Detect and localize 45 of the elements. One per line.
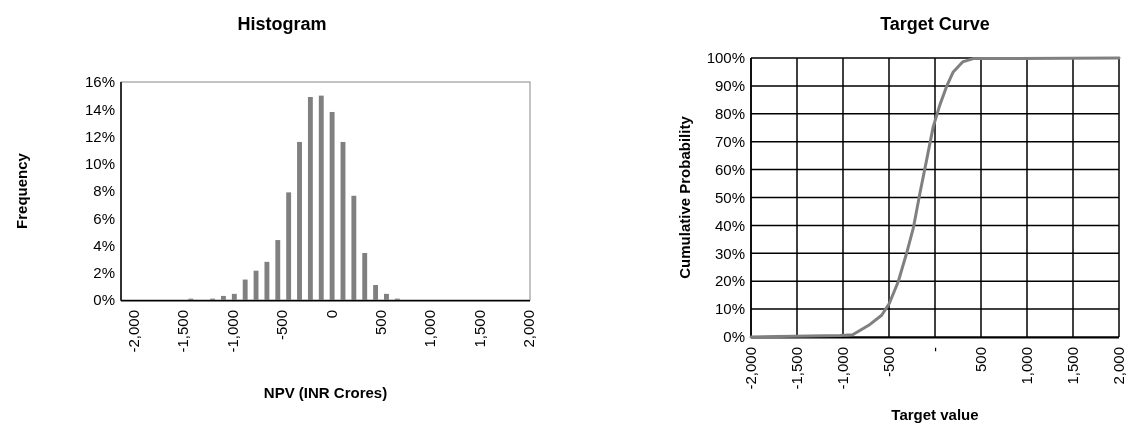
x-tick-label: -2,000 [742, 347, 760, 390]
x-axis-title: Target value [891, 406, 979, 423]
x-tick-label: 500 [972, 347, 990, 373]
x-tick-label: -500 [880, 347, 898, 378]
x-tick-label: -1,000 [223, 310, 241, 353]
y-tick-label: 4% [93, 236, 115, 254]
x-tick-label: 1,000 [421, 310, 439, 348]
y-tick-label: 40% [714, 216, 745, 234]
y-tick-label: 60% [714, 160, 745, 178]
line-series [749, 56, 1121, 339]
y-tick-label: 16% [84, 73, 115, 91]
y-tick-label: 0% [723, 328, 745, 346]
x-tick-label: -500 [273, 310, 291, 341]
y-tick-label: 80% [714, 105, 745, 123]
x-tick-label: 2,000 [520, 310, 538, 348]
x-tick-label: 500 [372, 310, 390, 336]
y-axis-title: Cumulative Probability [676, 115, 694, 279]
x-tick-label: -1,500 [788, 347, 806, 390]
y-tick-label: 2% [93, 264, 115, 281]
x-tick-label: -2,000 [125, 310, 143, 353]
y-tick-label: 8% [93, 182, 115, 200]
y-tick-label: 10% [84, 155, 115, 172]
x-tick-label: - [926, 347, 944, 352]
y-tick-label: 12% [84, 127, 115, 145]
x-tick-label: 1,000 [1018, 347, 1036, 385]
y-tick-label: 30% [714, 244, 745, 262]
x-axis-title: NPV (INR Crores) [263, 384, 388, 401]
y-axis-title: Frequency [13, 152, 31, 229]
y-tick-label: 100% [706, 49, 745, 67]
x-tick-label: -1,000 [834, 347, 852, 390]
x-tick-label: 1,500 [1064, 347, 1082, 385]
y-tick-label: 90% [714, 77, 745, 95]
x-tick-label: 0 [322, 310, 340, 319]
y-tick-label: 14% [84, 100, 115, 118]
chart-title: Histogram [237, 14, 327, 34]
chart-title: Target Curve [880, 14, 990, 34]
x-tick-label: -1,500 [174, 310, 192, 353]
y-tick-label: 70% [714, 132, 745, 150]
y-tick-label: 6% [93, 209, 115, 227]
x-tick-label: 1,500 [470, 310, 488, 348]
y-tick-label: 20% [714, 272, 745, 290]
y-tick-label: 0% [93, 291, 115, 309]
y-tick-label: 50% [714, 188, 745, 206]
y-tick-label: 10% [714, 300, 745, 318]
x-tick-label: 2,000 [1110, 347, 1128, 385]
